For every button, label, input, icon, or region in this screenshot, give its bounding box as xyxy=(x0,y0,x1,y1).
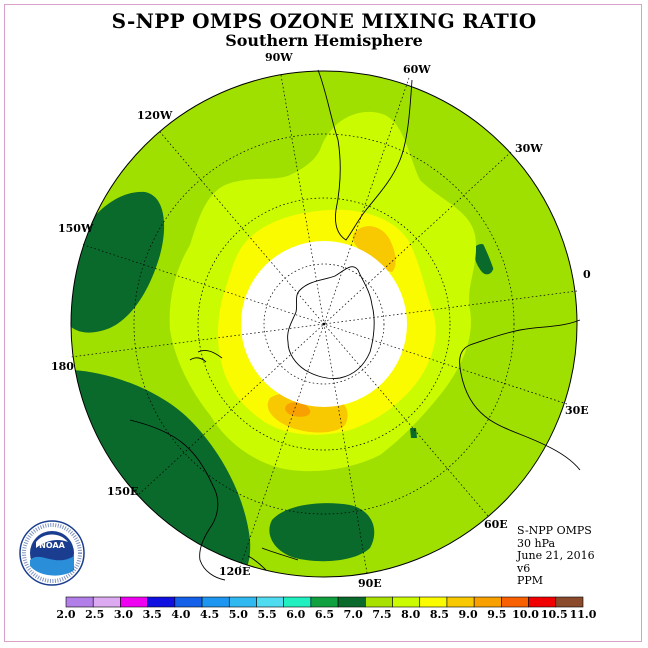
colorbar-tick-label: 4.0 xyxy=(171,608,190,621)
coastline-indonesia xyxy=(247,547,299,571)
colorbar-tick-label: 4.5 xyxy=(200,608,219,621)
lon-label-0: 0 xyxy=(583,268,591,281)
coastline-africa xyxy=(459,319,581,471)
colorbar-tick-label: 2.0 xyxy=(56,608,75,621)
info-level: 30 hPa xyxy=(517,536,556,550)
colorbar-tick-label: 7.0 xyxy=(344,608,363,621)
info-version: v6 xyxy=(517,561,531,575)
colorbar-tick-label: 9.0 xyxy=(459,608,478,621)
lon-label-90w: 90W xyxy=(265,51,293,64)
colorbar-swatch xyxy=(446,596,475,608)
ozone-region-7-5-east xyxy=(430,100,561,500)
info-date: June 21, 2016 xyxy=(517,549,595,562)
info-panel: S-NPP OMPS 30 hPa June 21, 2016 v6 PPM xyxy=(517,524,595,588)
lon-label-30w: 30W xyxy=(515,142,543,155)
colorbar-swatch xyxy=(555,596,584,608)
lon-label-180: 180 xyxy=(51,360,74,373)
info-units: PPM xyxy=(517,574,544,587)
colorbar-tick-label: 2.5 xyxy=(85,608,104,621)
colorbar-tick-label: 5.5 xyxy=(257,608,276,621)
lon-label-120e: 120E xyxy=(219,565,250,578)
colorbar-swatch xyxy=(365,596,393,608)
colorbar-tick-label: 11.0 xyxy=(570,608,597,621)
colorbar-tick-label: 8.5 xyxy=(430,608,449,621)
south-pole-marker xyxy=(322,322,326,326)
colorbar-swatch xyxy=(337,596,366,608)
lon-label-90e: 90E xyxy=(358,577,382,590)
colorbar-swatch xyxy=(120,596,148,608)
latitude-circle-50s xyxy=(197,197,451,451)
ozone-region-low-pacific-s xyxy=(71,370,251,577)
colorbar-swatch xyxy=(92,596,121,608)
latitude-circle-30s xyxy=(133,133,515,515)
ozone-region-low-indian xyxy=(269,503,375,562)
colorbar-tick-label: 6.0 xyxy=(286,608,305,621)
meridian-30e-150w xyxy=(80,243,568,405)
image-frame xyxy=(4,4,642,642)
coastline-south-america xyxy=(317,69,413,241)
coastline-australia xyxy=(129,419,226,581)
lon-label-30e: 30E xyxy=(565,404,589,417)
colorbar-swatch xyxy=(256,596,284,608)
ozone-region-low-africa xyxy=(410,428,417,438)
colorbar-tick-label: 5.0 xyxy=(229,608,248,621)
coastline-new-zealand xyxy=(189,349,223,363)
colorbar-tick-label: 6.5 xyxy=(315,608,334,621)
colorbar-swatch xyxy=(473,596,502,608)
map-title: S-NPP OMPS OZONE MIXING RATIO xyxy=(111,9,537,33)
lon-label-150w: 150W xyxy=(58,222,94,235)
colorbar-swatch xyxy=(310,596,339,608)
colorbar: 2.0 2.5 3.0 3.5 4.0 4.5 5.0 5.5 6.0 6.5 7.0 7.5 8.0 8… xyxy=(56,596,597,621)
colorbar-swatch xyxy=(174,596,203,608)
colorbar-swatch xyxy=(419,596,448,608)
colorbar-swatch xyxy=(147,596,176,608)
meridian-30w-150e xyxy=(136,151,512,497)
colorbar-swatch xyxy=(392,596,421,608)
map-subtitle: Southern Hemisphere xyxy=(225,31,423,50)
colorbar-tick-label: 10.5 xyxy=(541,608,568,621)
colorbar-tick-label: 3.0 xyxy=(114,608,133,621)
colorbar-tick-label: 9.5 xyxy=(487,608,506,621)
coastlines xyxy=(129,69,581,581)
colorbar-tick-label: 10.0 xyxy=(512,608,539,621)
lon-label-60w: 60W xyxy=(403,63,431,76)
meridian-0-180 xyxy=(70,290,578,358)
lon-label-150e: 150E xyxy=(107,485,138,498)
colorbar-tick-label: 3.5 xyxy=(143,608,162,621)
ozone-map xyxy=(70,69,581,581)
colorbar-tick-label: 8.0 xyxy=(401,608,420,621)
info-instrument: S-NPP OMPS xyxy=(517,524,592,537)
noaa-logo-text: NOAA xyxy=(39,541,65,550)
colorbar-swatch xyxy=(283,596,312,608)
lon-label-60e: 60E xyxy=(484,518,508,531)
colorbar-swatch xyxy=(501,596,529,608)
lon-label-120w: 120W xyxy=(137,109,173,122)
colorbar-tick-label: 7.5 xyxy=(372,608,391,621)
coastline-antarctica xyxy=(287,266,375,379)
colorbar-swatch xyxy=(65,596,94,608)
colorbar-swatch xyxy=(228,596,257,608)
latitude-circle-70s xyxy=(263,263,385,385)
map-disc-outline xyxy=(70,70,578,578)
colorbar-swatch xyxy=(201,596,230,608)
colorbar-swatch xyxy=(528,596,557,608)
ozone-region-9-0-upper xyxy=(352,226,396,272)
noaa-logo: NOAA xyxy=(19,520,85,586)
ozone-region-9-5 xyxy=(285,402,311,417)
